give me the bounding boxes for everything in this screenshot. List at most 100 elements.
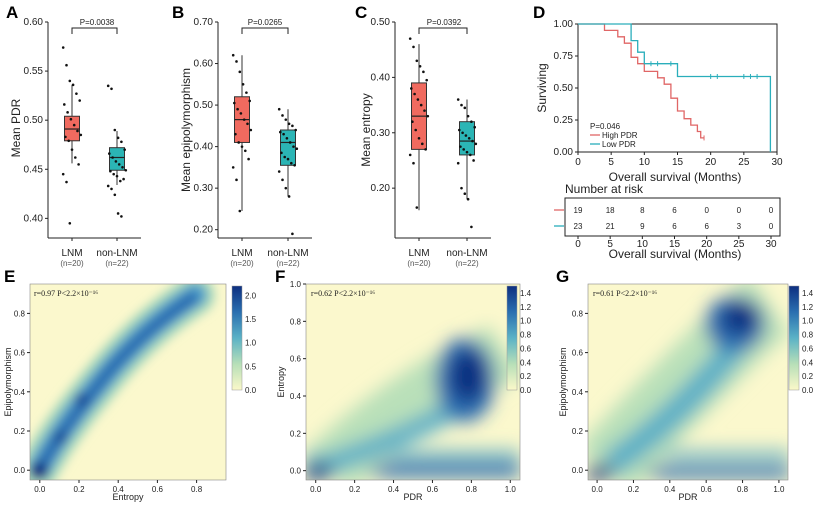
y-tick-label-a: 0.50 <box>24 115 44 126</box>
survival-x-tick-label: 30 <box>771 157 783 168</box>
data-point <box>283 155 287 159</box>
panel-label-f: F <box>275 267 285 286</box>
data-point <box>279 130 282 134</box>
density-plot-f: r=0.62 P<2.2×10⁻¹⁶ PDR Entropy 0.0 0.2 0.4… <box>276 280 532 502</box>
risk-count: 0 <box>704 206 709 215</box>
data-point <box>121 166 124 169</box>
x-axis-title-d: Overall survival (Months) <box>609 170 742 184</box>
data-point <box>473 125 477 129</box>
data-point <box>67 139 70 143</box>
data-point <box>242 118 246 121</box>
y-tick-label-a: 0.40 <box>24 213 44 224</box>
x-tick-label-g: 0.0 <box>592 485 604 494</box>
risk-x-tick-label: 30 <box>765 239 777 250</box>
data-point <box>410 87 413 90</box>
p-value-b: P=0.0265 <box>248 18 283 27</box>
data-point <box>470 225 473 229</box>
y-tick-label-c: 0.20 <box>371 183 391 194</box>
survival-x-tick-label: 0 <box>575 157 581 168</box>
data-point <box>458 128 461 132</box>
risk-x-tick-label: 10 <box>637 239 649 250</box>
data-point <box>61 46 65 49</box>
colorbar-tick-label-e: 0.0 <box>245 386 257 395</box>
group-label-lnm-c: LNM <box>408 248 429 259</box>
risk-count: 0 <box>769 206 774 215</box>
data-point <box>75 92 78 95</box>
x-tick-label-g: 0.2 <box>628 485 640 494</box>
colorbar-tick-label-g: 0.8 <box>802 331 814 340</box>
data-point <box>459 145 462 148</box>
data-point <box>109 169 112 173</box>
data-point <box>291 232 294 236</box>
density-plot-e: r=0.97 P<2.2×10⁻¹⁶ Entropy Epipolymorphi… <box>3 283 257 502</box>
panel-label-d: D <box>533 3 545 22</box>
plot-frame-f <box>305 283 521 481</box>
data-point <box>110 87 113 91</box>
data-point <box>238 70 242 74</box>
risk-table-title: Number at risk <box>565 182 644 196</box>
p-value-c: P=0.0392 <box>427 18 462 27</box>
data-point <box>280 151 283 155</box>
x-tick-label-g: 0.6 <box>701 485 713 494</box>
y-tick-label-g: 0.2 <box>572 427 584 436</box>
y-tick-label-f: 0.0 <box>290 467 302 476</box>
y-tick-label-f: 0.2 <box>290 429 302 438</box>
y-tick-label-a: 0.60 <box>24 17 44 28</box>
panel-label-b: B <box>172 3 184 22</box>
x-tick-label-f: 1.0 <box>505 485 517 494</box>
data-point <box>460 186 463 190</box>
data-point <box>231 166 235 169</box>
data-point <box>240 145 244 148</box>
y-tick-label-g: 0.4 <box>572 388 584 397</box>
y-tick-label-e: 0.2 <box>14 427 26 436</box>
data-point <box>474 142 478 146</box>
survival-y-tick-label: 0.50 <box>554 83 574 94</box>
data-point <box>460 103 463 107</box>
risk-count: 3 <box>737 222 742 231</box>
data-point <box>470 120 473 123</box>
colorbar-tick-label-e: 1.0 <box>245 339 257 348</box>
data-point <box>65 63 68 67</box>
panel-label-e: E <box>4 267 15 286</box>
colorbar-tick-label-g: 0.0 <box>802 386 814 395</box>
group-label-lnm-b: LNM <box>231 248 252 259</box>
risk-table-frame <box>564 197 781 237</box>
y-axis-title-d: Surviving <box>535 63 549 112</box>
x-tick-label-f: 0.2 <box>349 485 361 494</box>
y-tick-label-b: 0.60 <box>194 59 214 70</box>
data-point <box>120 140 123 144</box>
data-point <box>114 160 118 163</box>
data-point <box>113 128 117 132</box>
y-axis-title-a: Mean PDR <box>9 98 23 157</box>
y-tick-label-a: 0.45 <box>24 164 44 175</box>
data-point <box>286 157 290 161</box>
data-point <box>415 59 419 63</box>
y-axis-title-g: Epipolymorphism <box>558 347 568 416</box>
data-point <box>116 136 120 140</box>
box-plot-a: Mean PDR P=0.0038 LNM (n=20) non-LNM (n=… <box>9 17 141 268</box>
data-point <box>464 134 468 137</box>
density-f <box>306 324 520 480</box>
survival-curve-low <box>578 23 772 152</box>
colorbar-tick-label-f: 0.6 <box>520 344 532 353</box>
y-tick-label-f: 0.4 <box>290 392 302 401</box>
colorbar-tick-label-g: 1.4 <box>802 289 814 298</box>
significance-bracket-c <box>418 27 468 34</box>
x-axis-title-e: Entropy <box>112 492 144 502</box>
group-n-nonlnm-a: (n=22) <box>105 259 129 268</box>
box-plot-c: Mean entropy P=0.0392 LNM (n=20) non-LNM… <box>359 17 491 268</box>
data-point <box>292 145 295 148</box>
y-tick-label-e: 0.6 <box>14 349 26 358</box>
group-n-lnm-b: (n=20) <box>230 259 254 268</box>
data-point <box>425 78 429 82</box>
data-point <box>61 172 65 176</box>
data-point <box>68 221 72 225</box>
x-tick-label-e: 0.4 <box>113 485 125 494</box>
data-point <box>234 132 237 136</box>
colorbar-e <box>231 285 243 391</box>
y-tick-label-g: 0.8 <box>572 309 584 318</box>
data-point <box>408 153 412 157</box>
data-point <box>106 84 110 88</box>
colorbar-tick-label-f: 0.8 <box>520 331 532 340</box>
data-point <box>295 147 299 150</box>
